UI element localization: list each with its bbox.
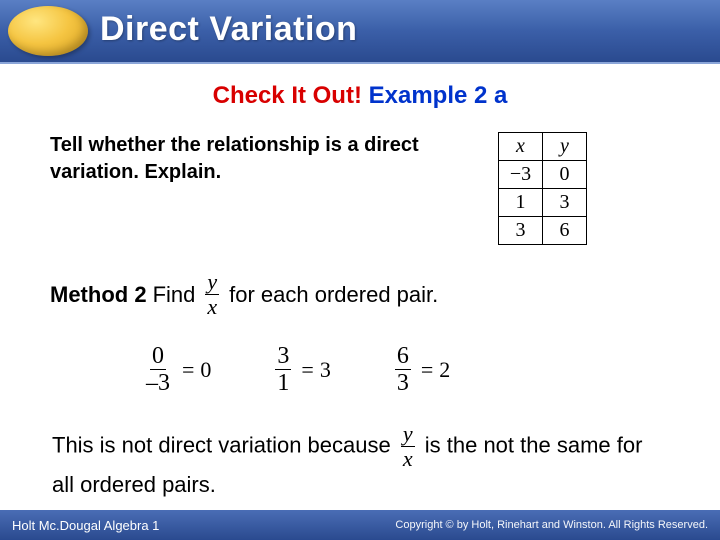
ratio-2: 3 1 = 3: [271, 344, 330, 395]
table-row: 1 3: [499, 189, 587, 217]
equals-sign: =: [301, 357, 313, 383]
table-cell: −3: [499, 161, 543, 189]
table-row: 3 6: [499, 217, 587, 245]
frac-den: x: [401, 447, 415, 470]
method-label: Method 2: [50, 282, 147, 308]
table-cell: 6: [543, 217, 587, 245]
table-header-row: x y: [499, 133, 587, 161]
table-row: −3 0: [499, 161, 587, 189]
slide-content: Check It Out! Example 2 a Tell whether t…: [0, 64, 720, 500]
ratio-fraction: 0 –3: [144, 344, 172, 395]
frac-num: 6: [395, 344, 411, 370]
ratio-1: 0 –3 = 0: [140, 344, 211, 395]
slide-footer: Holt Mc.Dougal Algebra 1 Copyright © by …: [0, 510, 720, 540]
equals-sign: =: [421, 357, 433, 383]
ratio-result: 0: [200, 357, 211, 383]
frac-num: 3: [275, 344, 291, 370]
check-blue-text: Example 2 a: [369, 82, 508, 109]
table-cell: 3: [543, 189, 587, 217]
conclusion-before: This is not direct variation because: [52, 432, 391, 457]
frac-den: 3: [395, 370, 411, 395]
conclusion-text: This is not direct variation because y x…: [30, 423, 690, 500]
header-oval-decoration: [8, 6, 88, 56]
footer-right-text: Copyright © by Holt, Rinehart and Winsto…: [395, 519, 708, 531]
table-cell: 0: [543, 161, 587, 189]
frac-den: –3: [144, 370, 172, 395]
method-verb: Find: [153, 282, 196, 308]
method-line: Method 2 Find y x for each ordered pair.: [30, 271, 690, 318]
xy-table: x y −3 0 1 3 3 6: [498, 132, 587, 245]
ratio-fraction: 6 3: [395, 344, 411, 395]
check-red-text: Check It Out!: [213, 82, 362, 109]
prompt-row: Tell whether the relationship is a direc…: [30, 132, 690, 245]
frac-den: x: [205, 295, 219, 318]
table-cell: 3: [499, 217, 543, 245]
method-fraction: y x: [205, 271, 219, 318]
slide-header: Direct Variation: [0, 0, 720, 64]
frac-num: y: [205, 271, 219, 295]
ratio-result: 3: [320, 357, 331, 383]
method-tail: for each ordered pair.: [229, 282, 438, 308]
table-cell: 1: [499, 189, 543, 217]
equals-sign: =: [182, 357, 194, 383]
footer-left-text: Holt Mc.Dougal Algebra 1: [12, 518, 159, 533]
table-header-y: y: [543, 133, 587, 161]
table-header-x: x: [499, 133, 543, 161]
conclusion-fraction: y x: [401, 423, 415, 470]
ratio-result: 2: [439, 357, 450, 383]
prompt-text: Tell whether the relationship is a direc…: [50, 132, 480, 186]
frac-num: 0: [150, 344, 166, 370]
frac-den: 1: [275, 370, 291, 395]
check-it-out-title: Check It Out! Example 2 a: [30, 82, 690, 110]
ratios-row: 0 –3 = 0 3 1 = 3 6 3 = 2: [30, 344, 690, 395]
ratio-fraction: 3 1: [275, 344, 291, 395]
frac-num: y: [401, 423, 415, 447]
ratio-3: 6 3 = 2: [391, 344, 450, 395]
header-title: Direct Variation: [100, 10, 357, 49]
